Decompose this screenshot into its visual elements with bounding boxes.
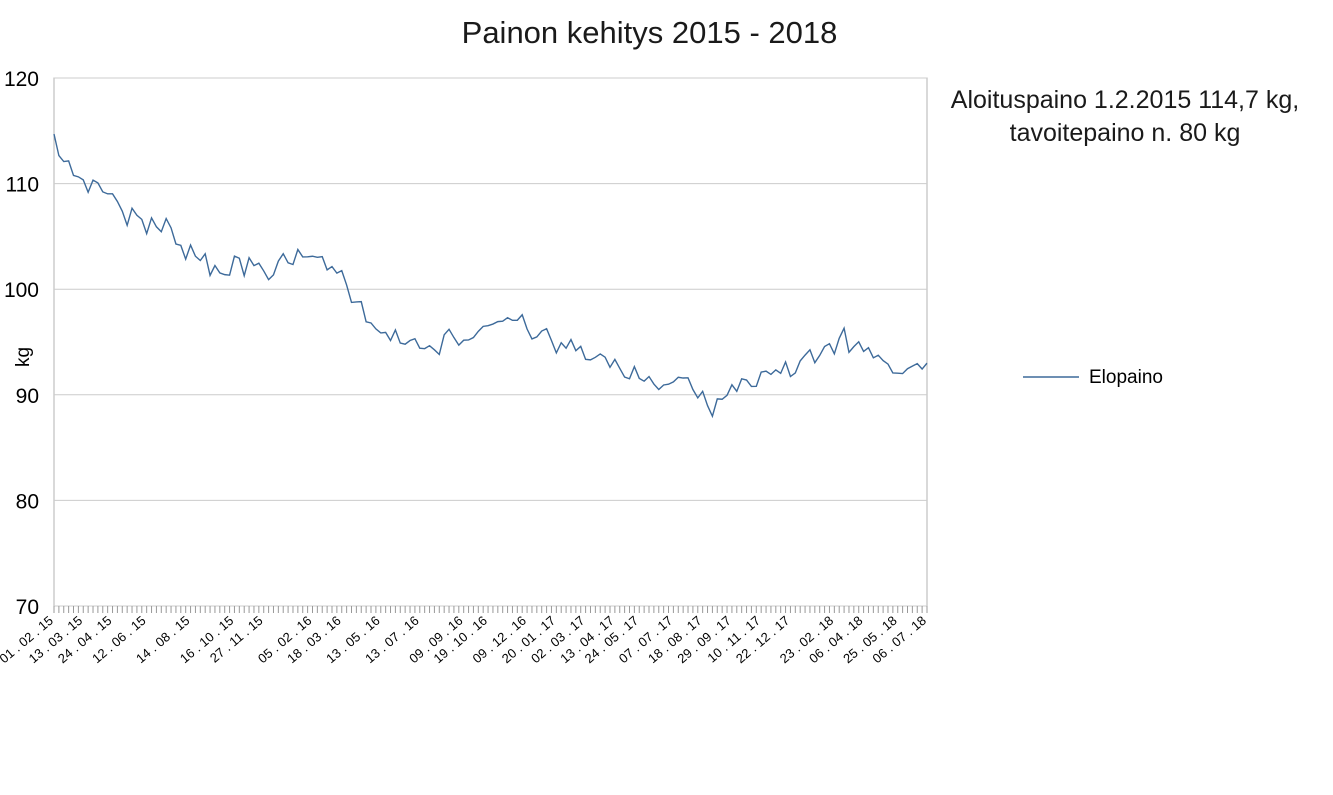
- svg-text:80: 80: [16, 490, 39, 513]
- svg-text:70: 70: [16, 596, 39, 619]
- svg-text:kg: kg: [13, 347, 34, 367]
- svg-text:120: 120: [4, 68, 39, 91]
- svg-text:100: 100: [4, 279, 39, 302]
- svg-text:90: 90: [16, 385, 39, 408]
- svg-text:110: 110: [6, 174, 39, 197]
- svg-text:Elopaino: Elopaino: [1089, 367, 1163, 388]
